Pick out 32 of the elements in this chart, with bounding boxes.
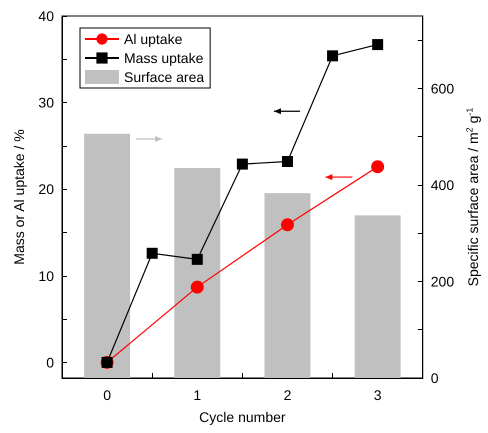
point	[192, 254, 203, 265]
legend-label: Surface area	[124, 69, 204, 85]
point	[236, 158, 248, 170]
y2-tick-label: 400	[430, 176, 454, 193]
point	[327, 50, 338, 62]
point	[282, 156, 293, 167]
y2-tick-label: 600	[430, 80, 454, 96]
x-tick-label: 1	[193, 387, 202, 403]
y-tick-label: 20	[38, 181, 54, 198]
y2-tick-label: 0	[430, 370, 439, 386]
x-tick-label: 3	[374, 387, 382, 403]
y-tick-label: 40	[38, 8, 54, 24]
point	[372, 39, 384, 50]
y2-tick-label: 200	[430, 273, 454, 290]
point	[146, 248, 158, 259]
x-tick-label: 2	[284, 387, 292, 403]
bar	[264, 193, 310, 378]
y-tick-label: 10	[38, 268, 54, 284]
bar	[84, 134, 130, 378]
bar	[174, 168, 220, 378]
bar	[354, 215, 401, 378]
x-tick-label: 0	[103, 387, 112, 403]
y-tick-label: 30	[38, 94, 54, 111]
point	[371, 160, 384, 174]
point	[190, 280, 204, 294]
y2-axis-title: Specific surface area / m2 g-1	[464, 108, 481, 286]
legend-label: Mass uptake	[124, 50, 204, 66]
y-tick-label: 0	[46, 354, 54, 370]
point	[280, 218, 294, 232]
y-axis-title: Mass or Al uptake / %	[11, 129, 27, 265]
legend-label: Al uptake	[124, 31, 183, 47]
x-axis-title: Cycle number	[199, 409, 286, 425]
